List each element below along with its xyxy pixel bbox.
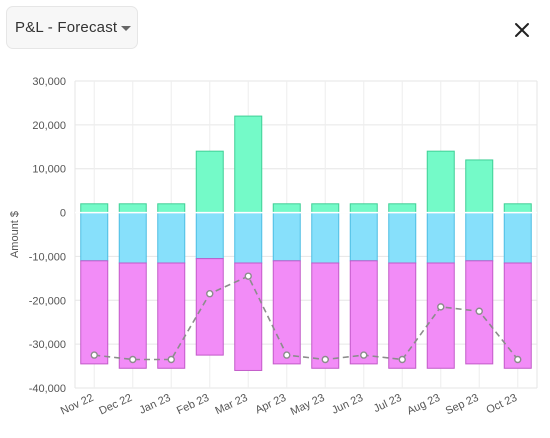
forecast-point	[167, 355, 175, 364]
x-tick-label: Nov 22	[59, 392, 96, 418]
forecast-point	[360, 351, 368, 359]
bar-series-1	[388, 203, 417, 214]
forecast-point	[283, 351, 291, 359]
bar-series-1	[503, 203, 532, 214]
bar-series-1	[118, 203, 147, 214]
bar-series-1	[465, 159, 494, 214]
x-tick-label: Jun 23	[330, 392, 365, 417]
forecast-point	[129, 355, 137, 364]
bar-series-3	[157, 262, 186, 369]
report-select[interactable]: P&L - Forecast	[6, 6, 138, 49]
bar-series-3	[272, 260, 301, 365]
y-tick-label: -20,000	[29, 295, 66, 307]
forecast-point	[244, 272, 252, 280]
x-tick-label: Dec 22	[97, 392, 134, 418]
bar-series-3	[388, 262, 417, 369]
bar-series-1	[311, 203, 340, 214]
chevron-down-icon	[121, 26, 131, 31]
x-tick-label: Aug 23	[405, 392, 442, 418]
y-tick-label: 0	[60, 208, 66, 220]
y-tick-label: -30,000	[29, 339, 66, 351]
forecast-point	[514, 355, 522, 364]
x-tick-label: Sep 23	[444, 392, 481, 418]
bar-series-2	[503, 212, 532, 264]
bar-series-3	[349, 260, 378, 365]
bar-series-2	[80, 212, 109, 262]
bar-series-2	[388, 212, 417, 264]
bar-series-3	[426, 262, 455, 369]
x-tick-label: Jul 23	[372, 392, 404, 415]
x-tick-label: May 23	[289, 392, 327, 418]
x-tick-label: Jan 23	[138, 392, 173, 417]
y-tick-label: 30,000	[32, 76, 66, 88]
x-tick-label: Feb 23	[175, 392, 211, 417]
bar-series-1	[157, 203, 186, 214]
bar-series-3	[311, 262, 340, 369]
close-button[interactable]	[510, 18, 534, 42]
bar-series-3	[195, 258, 224, 356]
bar-series-2	[272, 212, 301, 262]
bar-series-1	[195, 150, 224, 214]
bar-series-2	[426, 212, 455, 264]
close-icon	[515, 23, 529, 37]
y-tick-label: 10,000	[32, 164, 66, 176]
bar-series-1	[272, 203, 301, 214]
bar-series-1	[426, 150, 455, 214]
forecast-line	[94, 275, 519, 361]
y-tick-label: -10,000	[29, 251, 66, 263]
forecast-point	[437, 303, 445, 311]
y-tick-label: -40,000	[29, 383, 66, 395]
bar-series-3	[118, 262, 147, 369]
forecast-point	[90, 351, 98, 359]
bar-series-2	[118, 212, 147, 264]
forecast-point	[321, 355, 329, 364]
forecast-point	[475, 307, 483, 315]
bar-series-1	[234, 115, 263, 214]
bar-series-2	[234, 212, 263, 264]
y-axis-title: Amount $	[9, 211, 21, 258]
bar-series-1	[80, 203, 109, 214]
bar-series-2	[311, 212, 340, 264]
report-select-value: P&L - Forecast	[15, 19, 118, 36]
forecast-point	[398, 355, 406, 364]
bar-series-2	[195, 212, 224, 260]
y-tick-label: 20,000	[32, 120, 66, 132]
bar-series-3	[80, 260, 109, 365]
bar-series-1	[349, 203, 378, 214]
bar-series-3	[503, 262, 532, 369]
x-tick-label: Mar 23	[213, 392, 249, 417]
bar-series-2	[157, 212, 186, 264]
x-tick-label: Oct 23	[485, 392, 519, 417]
bar-series-2	[465, 212, 494, 262]
x-tick-label: Apr 23	[254, 392, 288, 417]
forecast-point	[206, 290, 214, 298]
bar-series-2	[349, 212, 378, 262]
